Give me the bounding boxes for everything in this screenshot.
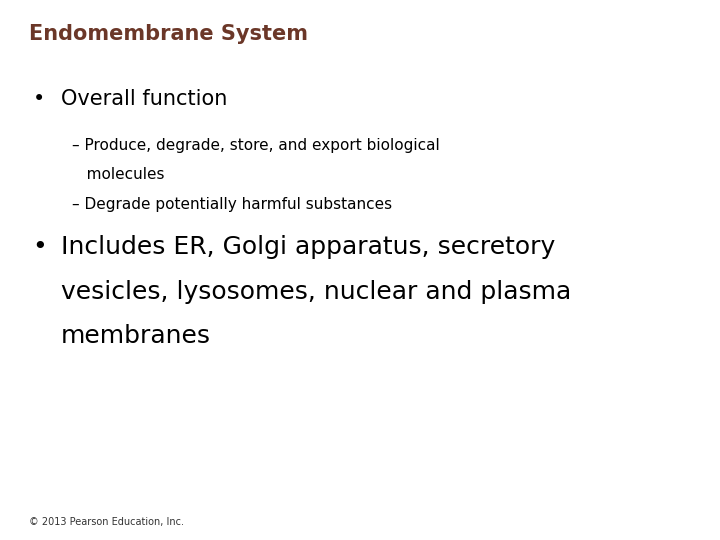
Text: Overall function: Overall function xyxy=(61,89,228,109)
Text: – Degrade potentially harmful substances: – Degrade potentially harmful substances xyxy=(72,197,392,212)
Text: •: • xyxy=(32,89,45,109)
Text: © 2013 Pearson Education, Inc.: © 2013 Pearson Education, Inc. xyxy=(29,516,184,526)
Text: Endomembrane System: Endomembrane System xyxy=(29,24,308,44)
Text: •: • xyxy=(32,235,47,259)
Text: membranes: membranes xyxy=(61,324,211,348)
Text: – Produce, degrade, store, and export biological: – Produce, degrade, store, and export bi… xyxy=(72,138,440,153)
Text: molecules: molecules xyxy=(72,167,164,183)
Text: Includes ER, Golgi apparatus, secretory: Includes ER, Golgi apparatus, secretory xyxy=(61,235,555,259)
Text: vesicles, lysosomes, nuclear and plasma: vesicles, lysosomes, nuclear and plasma xyxy=(61,280,572,303)
